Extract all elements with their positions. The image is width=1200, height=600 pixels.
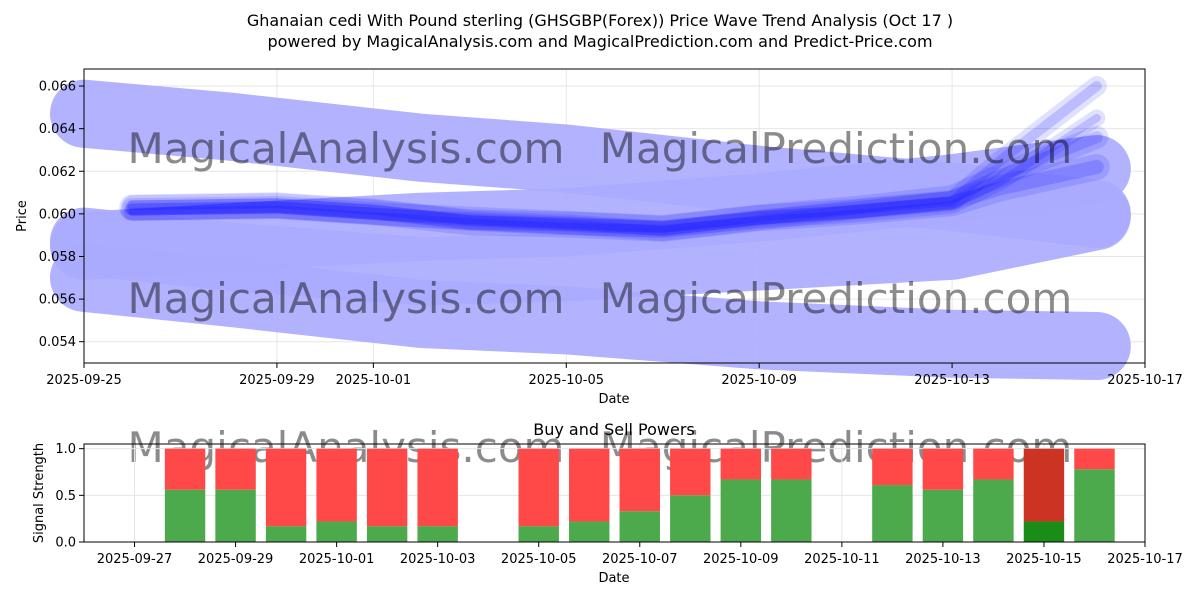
sell-power-bar [164, 448, 206, 490]
price-y-tick-label: 0.058 [39, 250, 76, 265]
buy-power-bar [670, 495, 711, 542]
signal-y-axis: 0.0 0.5 1.0 [55, 442, 84, 551]
price-band [50, 182, 1131, 306]
sell-power-bar [872, 448, 913, 486]
price-y-tick-label: 0.056 [39, 293, 76, 308]
signal-y-tick-label: 0.5 [55, 489, 76, 504]
signal-x-tick-label: 2025-10-07 [602, 552, 678, 567]
buy-power-bar [720, 479, 762, 542]
price-y-tick-label: 0.062 [39, 165, 76, 180]
buy-power-bar [366, 526, 408, 542]
sell-power-bar [973, 448, 1014, 480]
price-y-tick-label: 0.054 [39, 335, 76, 350]
buy-power-bar [569, 521, 610, 542]
sell-power-bar [569, 448, 610, 522]
signal-y-axis-label: Signal Strength [32, 443, 47, 543]
price-y-tick-label: 0.064 [39, 122, 76, 137]
sell-power-bar [316, 448, 357, 522]
signal-x-tick-label: 2025-10-09 [703, 552, 779, 567]
price-x-tick-label: 2025-10-13 [914, 373, 990, 388]
price-x-tick-label: 2025-10-05 [528, 373, 604, 388]
buy-power-bar [619, 511, 660, 542]
sell-power-bar [619, 448, 660, 512]
sell-power-bar [922, 448, 964, 490]
price-y-tick-label: 0.066 [39, 80, 76, 95]
buy-power-bar [922, 489, 964, 542]
price-panel: MagicalAnalysis.com MagicalPrediction.co… [15, 68, 1183, 407]
signal-bars [164, 448, 1115, 542]
watermark-analysis-top: MagicalAnalysis.com [128, 124, 565, 173]
sell-power-bar [670, 448, 711, 496]
sell-power-bar [518, 448, 559, 527]
sell-power-bar [720, 448, 762, 480]
price-wave-line [127, 81, 1102, 236]
buy-power-bar [215, 489, 256, 542]
price-x-axis-label: Date [598, 392, 629, 407]
signal-x-tick-label: 2025-10-13 [905, 552, 981, 567]
price-x-tick-label: 2025-09-25 [46, 373, 122, 388]
buy-power-bar [164, 489, 206, 542]
price-x-axis: 2025-09-25 2025-09-29 2025-10-01 2025-10-05… [46, 363, 1183, 388]
sell-power-bar [1074, 448, 1115, 470]
signal-x-tick-label: 2025-10-05 [501, 552, 577, 567]
sell-power-bar [771, 448, 812, 480]
buy-power-bar [417, 526, 458, 542]
signal-x-tick-label: 2025-10-01 [299, 552, 375, 567]
buy-power-bar [872, 485, 913, 542]
sell-power-bar [1023, 448, 1065, 522]
price-watermarks: MagicalAnalysis.com MagicalPrediction.co… [128, 124, 1073, 323]
price-y-axis-label: Price [15, 200, 30, 232]
price-x-tick-label: 2025-09-29 [239, 373, 315, 388]
signal-y-tick-label: 1.0 [55, 442, 76, 457]
signal-y-tick-label: 0.0 [55, 536, 76, 551]
signal-x-axis-label: Date [598, 571, 629, 586]
buy-power-bar [1023, 521, 1065, 542]
price-waves [119, 76, 1110, 242]
signal-panel: Buy and Sell Powers MagicalAnalysis.com … [32, 420, 1183, 586]
signal-x-tick-label: 2025-09-27 [97, 552, 173, 567]
signal-x-axis: 2025-09-27 2025-09-29 2025-10-01 2025-10-03… [97, 542, 1183, 567]
buy-power-bar [1074, 469, 1115, 542]
signal-x-tick-label: 2025-10-11 [804, 552, 880, 567]
price-band [50, 243, 1131, 380]
buy-power-bar [518, 526, 559, 542]
buy-power-bar [265, 526, 307, 542]
watermark-analysis-bottom: MagicalAnalysis.com [128, 274, 565, 323]
buy-power-bar [316, 521, 357, 542]
signal-x-tick-label: 2025-10-15 [1006, 552, 1082, 567]
price-y-tick-label: 0.060 [39, 207, 76, 222]
price-wave-glow [123, 109, 1106, 238]
signal-x-tick-label: 2025-09-29 [198, 552, 274, 567]
buy-power-bar [973, 479, 1014, 542]
sell-power-bar [366, 448, 408, 527]
watermark-prediction-top: MagicalPrediction.com [600, 124, 1073, 173]
price-x-tick-label: 2025-10-09 [721, 373, 797, 388]
price-wave-glow [120, 125, 1109, 239]
signal-x-tick-label: 2025-10-03 [400, 552, 476, 567]
signal-x-tick-label: 2025-10-17 [1107, 552, 1183, 567]
price-plot-frame [83, 68, 1146, 364]
buy-power-bar [771, 479, 812, 542]
chart-title-line-1: Ghanaian cedi With Pound sterling (GHSGB… [247, 11, 953, 30]
price-wave-line [128, 114, 1101, 233]
price-wave-glow [119, 154, 1110, 242]
price-wave-line [125, 160, 1104, 236]
sell-power-bar [215, 448, 256, 490]
signal-panel-title: Buy and Sell Powers [533, 420, 695, 439]
sell-power-bar [265, 448, 307, 527]
price-y-axis: 0.054 0.056 0.058 0.060 0.062 0.064 0.066 [39, 80, 84, 350]
signal-plot-frame [83, 443, 1146, 543]
chart-title-line-2: powered by MagicalAnalysis.com and Magic… [267, 32, 932, 51]
price-bands [50, 79, 1131, 380]
price-x-tick-label: 2025-10-01 [336, 373, 412, 388]
sell-power-bar [417, 448, 458, 527]
price-wave-line [126, 131, 1103, 233]
price-wave-glow [122, 76, 1107, 241]
price-x-tick-label: 2025-10-17 [1107, 373, 1183, 388]
watermark-prediction-bottom: MagicalPrediction.com [600, 274, 1073, 323]
